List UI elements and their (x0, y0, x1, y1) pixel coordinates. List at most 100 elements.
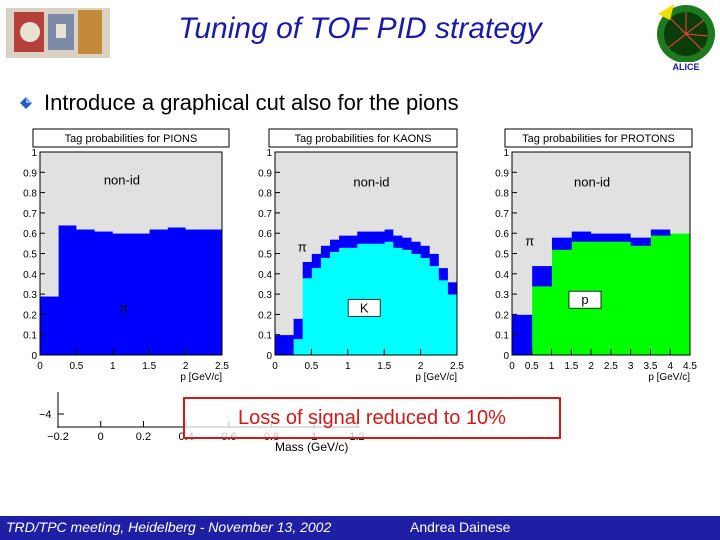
bar-non-id (302, 152, 312, 263)
x-axis-label: p [GeV/c] (415, 372, 457, 383)
bar-π (185, 229, 205, 356)
y-tick-label: 0.9 (495, 168, 509, 179)
series-label-π: π (298, 239, 307, 254)
bar-π (112, 233, 132, 356)
bar-non-id (293, 152, 303, 319)
bar-K (438, 279, 449, 356)
bar-π (311, 253, 321, 269)
callout-box: Loss of signal reduced to 10% (183, 397, 561, 439)
y-tick-label: 0.1 (258, 331, 272, 342)
bar-π (402, 237, 412, 250)
bar-K (420, 257, 431, 356)
chart-title-box (32, 128, 230, 148)
series-label-non-id: non-id (574, 174, 610, 189)
chart-panel-2: Tag probabilities for KAONS 0 0.1 0.2 0.3 0.4… (258, 128, 464, 383)
y-tick-label: 0.6 (258, 229, 272, 240)
alice-logo: ALICE (656, 4, 716, 72)
chart-title: Tag probabilities for PROTONS (522, 133, 675, 145)
y-tick-label: 0.2 (23, 310, 37, 321)
y-tick-label: 0 (266, 351, 272, 362)
x-tick-label: 4 (667, 361, 673, 372)
bar-π (384, 229, 394, 242)
bar-p (670, 233, 691, 356)
bar-K (429, 265, 440, 356)
bar-non-id (76, 152, 95, 230)
series-label-π: π (119, 300, 128, 315)
bar-π (284, 334, 294, 356)
bar-π (320, 245, 330, 258)
bar-π (356, 231, 367, 244)
series-label-K: K (360, 300, 369, 315)
bar-π (512, 314, 533, 356)
y-tick-label: 0.4 (258, 270, 272, 281)
bar-K (384, 241, 394, 356)
bar-π (375, 231, 385, 244)
bar-π (610, 233, 632, 242)
y-tick-label: 0.4 (23, 270, 37, 281)
bar-π (338, 235, 349, 248)
bar-non-id (571, 152, 592, 232)
y-tick-label: 0.8 (495, 189, 509, 200)
y-tick-label: 0.1 (495, 331, 509, 342)
diamond-bullet-icon (20, 97, 32, 109)
bar-π (411, 241, 421, 254)
bar-non-id (356, 152, 367, 232)
bar-non-id (670, 152, 691, 234)
bar-π (347, 235, 358, 248)
x-tick-label: 1.5 (564, 361, 578, 372)
y-tick-label: 1 (31, 148, 37, 159)
y-tick-label: 0.7 (23, 209, 37, 220)
bar-π (329, 239, 340, 252)
bar-p (531, 285, 552, 356)
series-label-box (568, 290, 602, 309)
bar-non-id (384, 152, 394, 230)
bar-K (393, 247, 403, 356)
chart-title-box (504, 128, 693, 148)
y-tick-label: 0.1 (23, 331, 37, 342)
y-tick-label: 0.9 (258, 168, 272, 179)
bar-non-id (591, 152, 612, 234)
bar-non-id (329, 152, 340, 240)
y-tick-label: 0.5 (495, 250, 509, 261)
x-tick-label: 2.5 (215, 361, 229, 372)
bar-K (402, 249, 412, 356)
bar-non-id (167, 152, 186, 228)
bar-non-id (275, 152, 285, 336)
bar-non-id (112, 152, 132, 234)
bar-π (275, 334, 285, 356)
x-tick-label: 0 (509, 361, 515, 372)
bar-π (591, 233, 612, 242)
bar-π (429, 253, 440, 267)
y-tick-label: 0.8 (258, 189, 272, 200)
x-tick-label: 0.5 (69, 361, 83, 372)
y-tick-label: 0.3 (495, 290, 509, 301)
series-label-non-id: non-id (353, 174, 389, 189)
footer-author: Andrea Dainese (410, 519, 511, 535)
bar-π (40, 296, 59, 356)
callout-text: Loss of signal reduced to 10% (238, 406, 506, 429)
bar-non-id (94, 152, 114, 232)
bar-π (531, 265, 552, 287)
bar-non-id (551, 152, 572, 238)
y-tick-label: 0.6 (23, 229, 37, 240)
bar-non-id (531, 152, 552, 267)
x-tick-label: 0.5 (304, 361, 318, 372)
chart-title: Tag probabilities for PIONS (65, 133, 198, 145)
footer-meeting: TRD/TPC meeting, Heidelberg - November 1… (6, 519, 332, 535)
y-tick-label: 0.5 (23, 250, 37, 261)
bar-non-id (420, 152, 431, 246)
y-tick-label: 0.3 (258, 290, 272, 301)
bar-π (551, 237, 572, 250)
x-tick-label: 1.5 (142, 361, 156, 372)
bar-π (203, 229, 223, 356)
y-tick-label: 0.7 (258, 209, 272, 220)
x-tick-label: 3 (628, 361, 634, 372)
bar-π (293, 318, 303, 340)
x-tick-label: 4.5 (683, 361, 697, 372)
bar-p (630, 245, 651, 356)
bar-K (320, 257, 330, 356)
bar-non-id (203, 152, 223, 230)
x-tick-label: 2.5 (450, 361, 464, 372)
bar-π (76, 229, 95, 356)
